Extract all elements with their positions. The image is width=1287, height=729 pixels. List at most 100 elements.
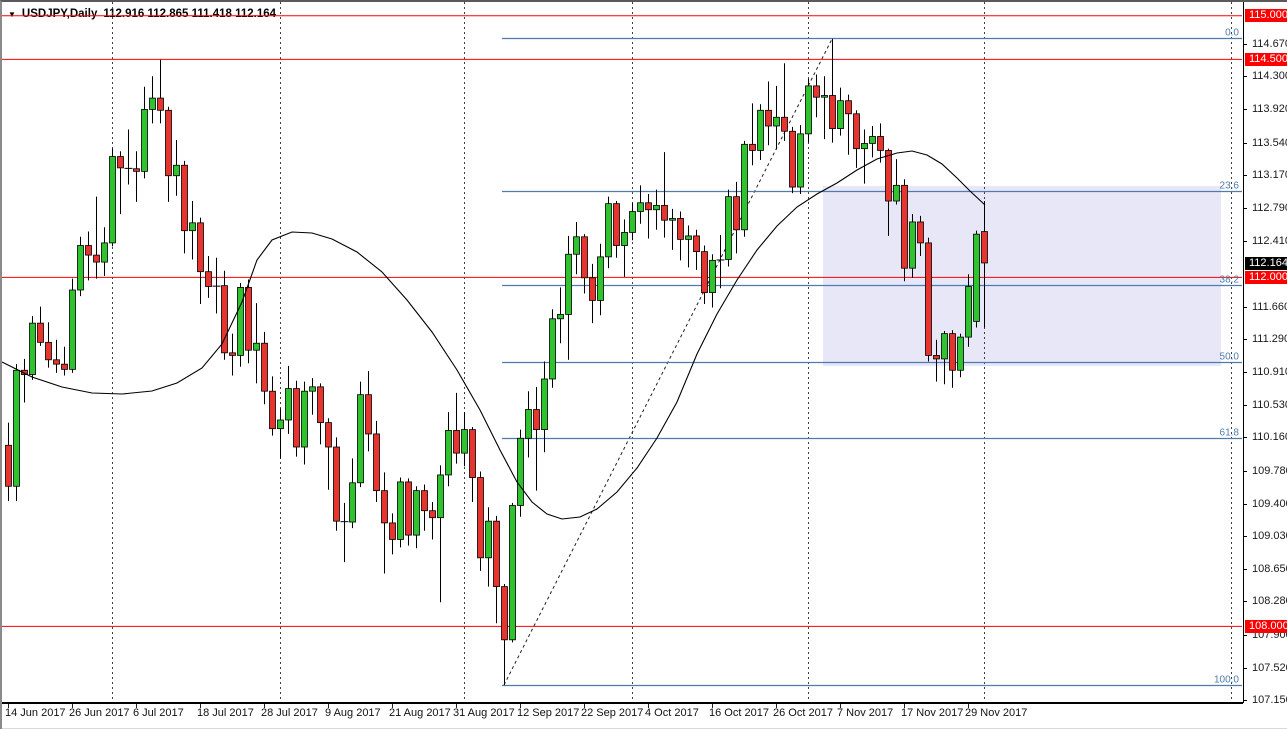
candle-bullish: [837, 100, 844, 130]
candle-bearish: [613, 203, 620, 246]
time-axis-label: 28 Jul 2017: [261, 707, 318, 719]
analysis-zone-rectangle[interactable]: [823, 186, 1221, 366]
candle-bullish: [141, 109, 148, 172]
candle-bullish: [301, 390, 308, 448]
fib-level-label: 100.0: [1214, 675, 1239, 686]
candle-bearish: [765, 109, 772, 127]
candle-bullish: [237, 286, 244, 356]
candle-bearish: [749, 143, 756, 151]
fib-level-label: 23.6: [1220, 181, 1240, 192]
time-axis-tick: [8, 704, 9, 708]
candle-bearish: [933, 355, 940, 360]
time-axis-tick: [968, 704, 969, 708]
candle-bearish: [477, 477, 484, 559]
time-axis-label: 7 Nov 2017: [837, 707, 894, 719]
candle-bearish: [389, 522, 396, 540]
candle-bullish: [597, 256, 604, 301]
candle-bearish: [589, 277, 596, 301]
candle-bullish: [253, 342, 260, 351]
candle-bearish: [925, 242, 932, 356]
candle-bullish: [541, 378, 548, 430]
candle-bearish: [813, 85, 820, 98]
level-price-badge: 114.500: [1245, 53, 1287, 66]
candle-bearish: [381, 490, 388, 524]
candle-bearish: [581, 236, 588, 279]
candle-bearish: [469, 429, 476, 478]
candle-bearish: [229, 352, 236, 356]
price-axis-tick: [1243, 372, 1247, 373]
price-axis-label: 110.910: [1252, 366, 1287, 378]
time-axis-tick: [136, 704, 137, 708]
price-axis-label: 109.400: [1252, 498, 1287, 510]
candle-bullish: [173, 164, 180, 177]
candle-bullish: [565, 253, 572, 315]
candle-bullish: [573, 236, 580, 255]
candle-bearish: [845, 100, 852, 115]
price-axis-tick: [1243, 700, 1247, 701]
candle-bearish: [333, 446, 340, 522]
price-axis-border: [1243, 2, 1244, 703]
candle-bearish: [317, 386, 324, 423]
candle-bearish: [533, 409, 540, 430]
candle-bullish: [101, 242, 108, 263]
time-axis-tick: [840, 704, 841, 708]
price-axis-label: 114.670: [1252, 38, 1287, 50]
price-axis-tick: [1243, 471, 1247, 472]
time-axis-label: 14 Jun 2017: [5, 707, 66, 719]
time-axis-tick: [200, 704, 201, 708]
price-axis-tick: [1243, 241, 1247, 242]
time-axis-tick: [392, 704, 393, 708]
time-axis-tick: [584, 704, 585, 708]
candle-bullish: [189, 222, 196, 232]
price-axis-label: 111.660: [1252, 301, 1287, 313]
price-axis-tick: [1243, 143, 1247, 144]
time-axis-tick: [456, 704, 457, 708]
price-axis-label: 110.530: [1252, 399, 1287, 411]
candle-bullish: [893, 184, 900, 202]
price-axis-label: 113.920: [1252, 103, 1287, 115]
candle-bearish: [917, 221, 924, 244]
candle-bearish: [789, 130, 796, 188]
price-axis-tick: [1243, 175, 1247, 176]
price-axis[interactable]: 114.670 114.300 113.920 113.540 113.170 112.7…: [1243, 2, 1287, 718]
time-axis-label: 4 Oct 2017: [645, 707, 699, 719]
candle-bearish: [245, 286, 252, 351]
candle-bullish: [285, 388, 292, 421]
time-axis-tick: [776, 704, 777, 708]
time-axis-tick: [328, 704, 329, 708]
price-axis-tick: [1243, 307, 1247, 308]
time-axis-label: 6 Jul 2017: [133, 707, 184, 719]
candle-bearish: [61, 363, 68, 370]
time-axis-label: 12 Sep 2017: [517, 707, 580, 719]
candle-bullish: [485, 520, 492, 559]
price-axis-label: 107.150: [1252, 694, 1287, 706]
candle-bullish: [653, 204, 660, 211]
candle-bearish: [693, 235, 700, 253]
candle-bearish: [405, 481, 412, 536]
time-axis-label: 9 Aug 2017: [325, 707, 381, 719]
candle-bullish: [773, 116, 780, 127]
candle-bearish: [21, 369, 28, 376]
candle-bearish: [493, 520, 500, 587]
candle-bearish: [269, 390, 276, 430]
candle-bullish: [309, 386, 316, 392]
time-axis-label: 29 Nov 2017: [965, 707, 1028, 719]
symbol-marker-icon[interactable]: ▼: [8, 10, 16, 19]
candle-bullish: [557, 314, 564, 320]
price-chart-canvas[interactable]: 0.0 23.6 38.2 50.0 61.8 100.0: [2, 2, 1243, 704]
candle-bullish: [861, 143, 868, 150]
fib-level-label: 38.2: [1220, 275, 1240, 286]
candle-bullish: [605, 203, 612, 258]
price-axis-tick: [1243, 601, 1247, 602]
candle-bearish: [949, 333, 956, 371]
candle-bearish: [133, 168, 140, 172]
candle-bullish: [725, 196, 732, 260]
candle-bearish: [901, 184, 908, 269]
candle-bullish: [709, 259, 716, 294]
candle-bearish: [157, 97, 164, 111]
candle-bullish: [957, 336, 964, 371]
time-axis[interactable]: 14 Jun 2017 26 Jun 2017 6 Jul 2017 18 Jul 2…: [2, 703, 1243, 720]
candle-bearish: [853, 113, 860, 150]
candle-bearish: [53, 359, 60, 365]
price-axis-label: 108.280: [1252, 595, 1287, 607]
